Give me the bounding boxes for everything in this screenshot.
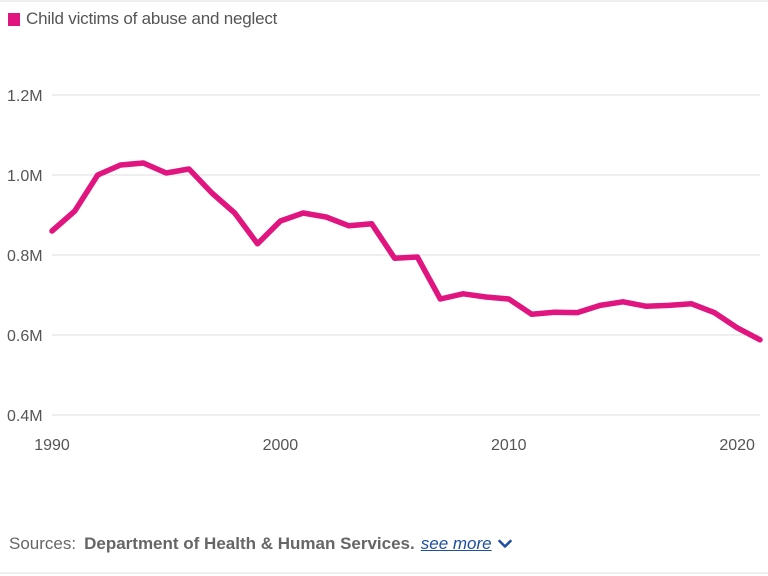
data-point — [620, 299, 626, 305]
y-tick-label: 0.4M — [7, 408, 43, 425]
data-point — [346, 223, 352, 229]
sources-label: Sources: — [9, 534, 77, 553]
chevron-down-icon — [497, 539, 512, 548]
y-tick-label: 1.2M — [7, 88, 43, 105]
y-tick-label: 0.8M — [7, 248, 43, 265]
see-more-link[interactable]: see more — [421, 534, 512, 554]
data-point — [757, 337, 763, 343]
x-tick-label: 2000 — [263, 437, 299, 454]
x-tick-label: 2020 — [719, 437, 755, 454]
y-tick-label: 0.6M — [7, 328, 43, 345]
data-point — [49, 228, 55, 234]
data-point — [232, 210, 238, 216]
data-point — [140, 160, 146, 166]
data-point — [72, 208, 78, 214]
sources-line: Sources: Department of Health & Human Se… — [9, 532, 512, 556]
y-axis-ticks: 0.4M 0.6M 0.8M 1.0M 1.2M — [7, 88, 43, 425]
data-point — [414, 254, 420, 260]
data-point — [186, 166, 192, 172]
data-point — [369, 221, 375, 227]
data-point — [118, 162, 124, 168]
data-point — [734, 325, 740, 331]
top-divider — [0, 0, 768, 2]
data-point — [323, 214, 329, 220]
data-point — [95, 172, 101, 178]
data-point — [506, 296, 512, 302]
see-more-label: see more — [420, 534, 492, 553]
source-name: Department of Health & Human Services. — [84, 534, 415, 553]
legend-label: Child victims of abuse and neglect — [26, 9, 278, 28]
bottom-divider — [0, 572, 768, 574]
x-axis-ticks: 1990 2000 2010 2020 — [34, 437, 755, 454]
y-tick-label: 1.0M — [7, 168, 43, 185]
x-tick-label: 2010 — [491, 437, 527, 454]
data-point — [300, 210, 306, 216]
line-chart: 0.4M 0.6M 0.8M 1.0M 1.2M 1990 2000 2010 2020 — [7, 88, 763, 454]
data-point — [437, 296, 443, 302]
x-tick-label: 1990 — [34, 437, 70, 454]
data-point — [551, 309, 557, 315]
data-point — [574, 310, 580, 316]
data-point — [666, 302, 672, 308]
data-point — [597, 302, 603, 308]
data-point — [460, 291, 466, 297]
data-point — [392, 255, 398, 261]
legend-swatch — [8, 12, 20, 26]
legend: Child victims of abuse and neglect — [8, 8, 277, 30]
data-point — [711, 310, 717, 316]
series-line — [49, 160, 763, 343]
data-point — [163, 170, 169, 176]
series-layer — [49, 160, 763, 343]
data-point — [255, 241, 261, 247]
data-point — [688, 301, 694, 307]
data-point — [529, 311, 535, 317]
data-point — [277, 218, 283, 224]
data-point — [209, 190, 215, 196]
data-point — [643, 303, 649, 309]
data-point — [483, 294, 489, 300]
